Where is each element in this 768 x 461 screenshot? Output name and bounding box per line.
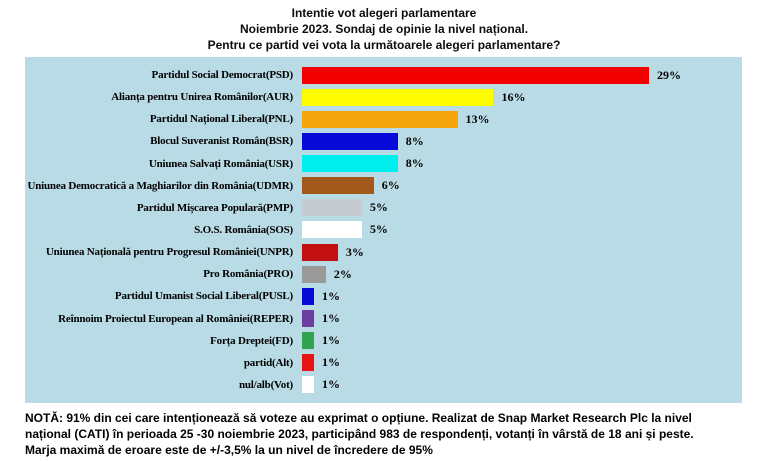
chart-row: Blocul Suveranist Român(BSR) 8% xyxy=(25,130,742,152)
chart-row: Uniunea Democratică a Maghiarilor din Ro… xyxy=(25,175,742,197)
bar xyxy=(302,243,338,261)
chart-title-line-1: Intentie vot alegeri parlamentare xyxy=(291,6,477,20)
bar xyxy=(302,332,314,350)
value-label: 5% xyxy=(369,222,388,237)
bar xyxy=(302,221,362,239)
category-label: Alianța pentru Unirea Românilor(AUR) xyxy=(111,91,293,104)
chart-row: partid(Alt) 1% xyxy=(25,352,742,374)
value-label: 8% xyxy=(405,133,424,148)
value-label: 1% xyxy=(321,333,340,348)
plot-area: Partidul Social Democrat(PSD) 29% Alianța … xyxy=(25,57,742,403)
chart-row: S.O.S. România(SOS) 5% xyxy=(25,219,742,241)
bar xyxy=(302,132,398,150)
category-label: Uniunea Salvați România(USR) xyxy=(148,157,293,170)
chart-row: Uniunea Națională pentru Progresul Român… xyxy=(25,241,742,263)
value-label: 6% xyxy=(381,178,400,193)
category-label: Blocul Suveranist Român(BSR) xyxy=(150,135,293,148)
value-label: 16% xyxy=(501,89,526,104)
footnote-line-1: NOTĂ: 91% din cei care intenționează să … xyxy=(25,411,692,425)
bar xyxy=(302,310,314,328)
category-label: partid(Alt) xyxy=(243,356,293,369)
category-label: Partidul Umanist Social Liberal(PUSL) xyxy=(114,290,293,303)
category-label: S.O.S. România(SOS) xyxy=(194,223,293,236)
value-label: 3% xyxy=(345,244,364,259)
category-label: Uniunea Națională pentru Progresul Român… xyxy=(45,246,293,259)
value-label: 1% xyxy=(321,311,340,326)
value-label: 8% xyxy=(405,156,424,171)
category-label: Partidul Mișcarea Populară(PMP) xyxy=(136,201,293,214)
chart-row: Alianța pentru Unirea Românilor(AUR) 16% xyxy=(25,86,742,108)
value-label: 2% xyxy=(333,266,352,281)
category-label: nul/alb(Vot) xyxy=(238,378,293,391)
value-label: 1% xyxy=(321,377,340,392)
bar xyxy=(302,354,314,372)
category-label: Partidul Social Democrat(PSD) xyxy=(151,69,294,81)
category-label: Uniunea Democratică a Maghiarilor din Ro… xyxy=(27,179,294,192)
category-label: Pro România(PRO) xyxy=(203,268,293,281)
category-label: Partidul Național Liberal(PNL) xyxy=(149,113,293,126)
value-label: 1% xyxy=(321,288,340,303)
bar xyxy=(302,66,649,84)
bar xyxy=(302,287,314,305)
chart-row: nul/alb(Vot) 1% xyxy=(25,374,742,396)
category-label: Forța Dreptei(FD) xyxy=(210,334,293,347)
chart-row: Partidul Umanist Social Liberal(PUSL) 1% xyxy=(25,285,742,307)
footnote-line-3: Marja maximă de eroare este de +/-3,5% l… xyxy=(25,443,433,457)
value-label: 29% xyxy=(657,67,681,82)
chart-row: Reînnoim Proiectul European al României(… xyxy=(25,308,742,330)
bar xyxy=(302,265,326,283)
bar xyxy=(302,110,458,128)
value-label: 1% xyxy=(321,355,340,370)
bar xyxy=(302,376,314,394)
chart-row: Uniunea Salvați România(USR) 8% xyxy=(25,153,742,175)
category-label: Reînnoim Proiectul European al României(… xyxy=(58,312,293,325)
chart-row: Partidul Mișcarea Populară(PMP) 5% xyxy=(25,197,742,219)
value-label: 5% xyxy=(369,200,388,215)
bar xyxy=(302,155,398,173)
chart-title: Intentie vot alegeri parlamentare Noiemb… xyxy=(0,5,768,53)
bar xyxy=(302,177,374,195)
chart-row: Partidul Social Democrat(PSD) 29% xyxy=(25,64,742,86)
chart-row: Pro România(PRO) 2% xyxy=(25,263,742,285)
chart-row: Forța Dreptei(FD) 1% xyxy=(25,330,742,352)
bar xyxy=(302,88,494,106)
footnote-line-2: național (CATI) în perioada 25 -30 noiem… xyxy=(25,427,694,441)
value-label: 13% xyxy=(465,111,490,126)
bar xyxy=(302,199,362,217)
chart-row: Partidul Național Liberal(PNL) 13% xyxy=(25,108,742,130)
footnote: NOTĂ: 91% din cei care intenționează să … xyxy=(25,410,765,458)
chart-title-line-2: Noiembrie 2023. Sondaj de opinie la nive… xyxy=(239,22,529,36)
chart-title-line-3: Pentru ce partid vei vota la următoarele… xyxy=(207,38,561,52)
